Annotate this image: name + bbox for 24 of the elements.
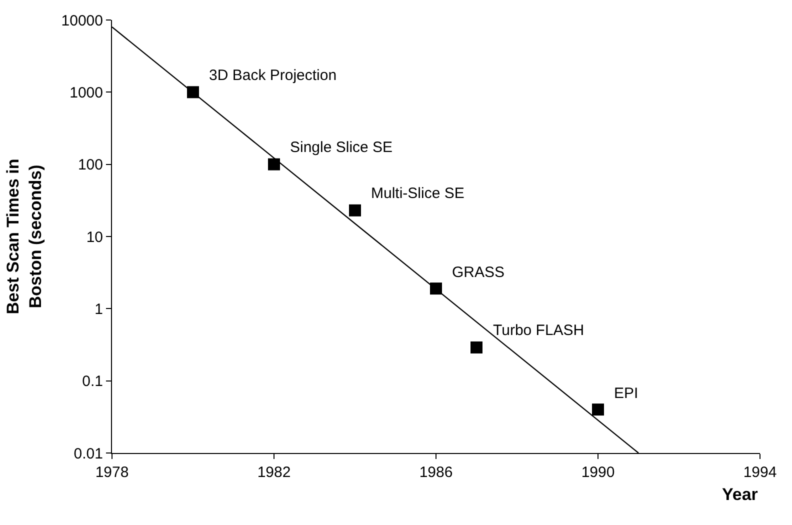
annotation: Multi-Slice SE (371, 185, 464, 202)
annotation: Turbo FLASH (493, 322, 584, 339)
point (349, 204, 361, 216)
point (470, 341, 482, 354)
annotation: 3D Back Projection (209, 67, 337, 84)
y-axis-title: Best Scan Times in Boston (seconds) (4, 158, 45, 314)
annotation: EPI (614, 385, 638, 402)
y-tick-label: 1 (94, 300, 103, 318)
y-tick-label: 10000 (61, 12, 103, 30)
x-tick-label: 1982 (257, 464, 291, 481)
y-tick-label: 100 (78, 156, 103, 174)
y-tick-label: 0.01 (74, 445, 103, 462)
y-tick-label: 1000 (70, 84, 103, 102)
point (592, 404, 604, 416)
x-axis-title: Year (722, 485, 758, 504)
x-tick-label: 1994 (743, 464, 777, 481)
x-tick-label: 1986 (419, 464, 453, 481)
y-tick-label: 0.1 (82, 373, 103, 390)
x-tick-label: 1990 (581, 464, 615, 481)
y-tick-label: 10 (86, 228, 103, 246)
annotation: Single Slice SE (290, 139, 393, 156)
point (268, 158, 280, 170)
x-tick-label: 1978 (95, 464, 129, 481)
annotation: GRASS (452, 264, 505, 281)
